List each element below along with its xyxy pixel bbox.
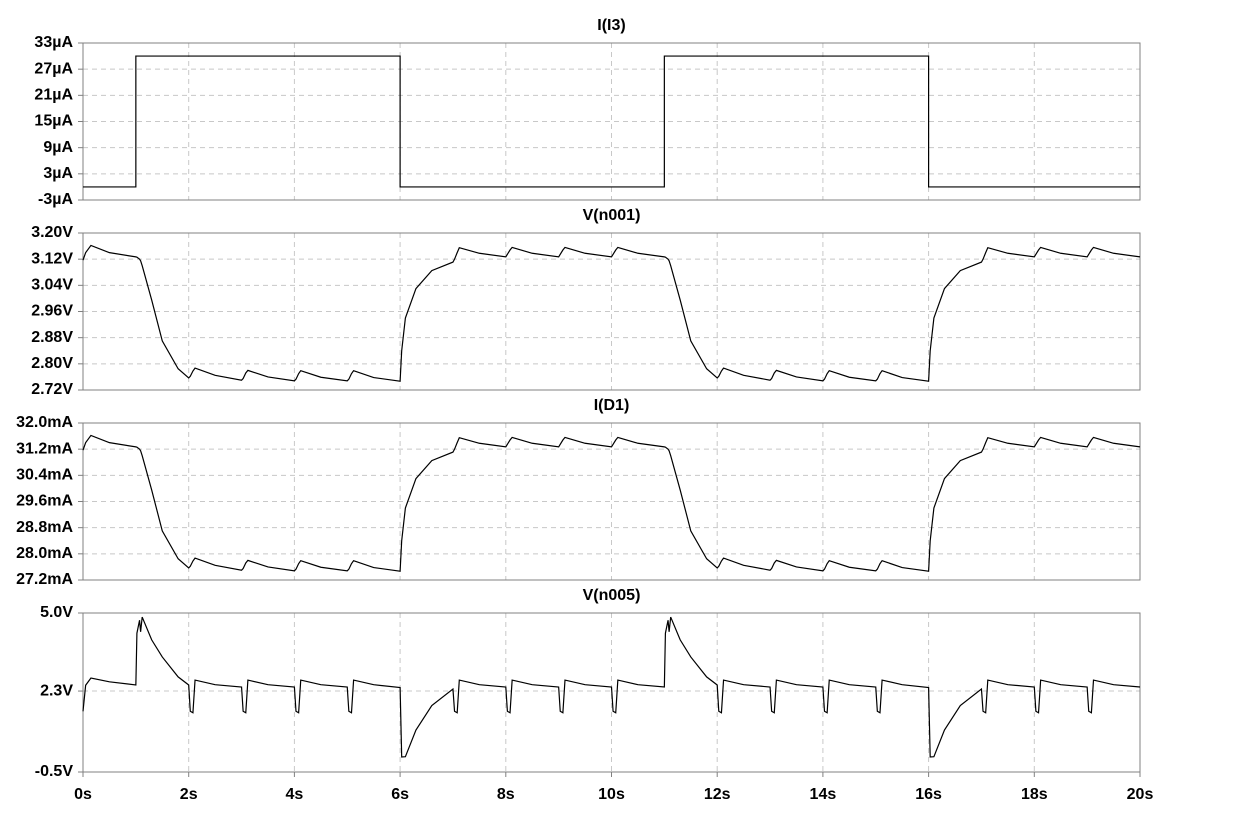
panel-title: I(I3) [597,17,625,34]
y-tick-label: 28.8mA [16,519,73,536]
y-tick-label: 2.3V [40,682,73,699]
x-tick-label: 20s [1127,786,1154,803]
x-tick-label: 2s [180,786,198,803]
y-tick-label: 5.0V [40,604,73,621]
y-tick-label: 29.6mA [16,493,73,510]
y-tick-label: 27.2mA [16,571,73,588]
panel-title: I(D1) [594,397,630,414]
data-line [83,55,1140,188]
y-tick-label: 3.04V [31,277,73,294]
data-line [82,616,1141,758]
y-tick-label: 31.2mA [16,440,73,457]
y-tick-label: 2.72V [31,381,73,398]
x-tick-label: 12s [704,786,731,803]
y-tick-label: 15µA [34,113,73,130]
data-line [82,244,1141,382]
x-tick-label: 16s [915,786,942,803]
y-tick-label: 2.96V [31,303,73,320]
y-tick-label: 27µA [34,60,73,77]
panel-title: V(n005) [583,587,641,604]
y-tick-label: 2.80V [31,355,73,372]
panel-title: V(n001) [583,207,641,224]
y-tick-label: 30.4mA [16,467,73,484]
y-tick-label: 32.0mA [16,414,73,431]
y-tick-label: 3.20V [31,224,73,241]
x-tick-label: 4s [286,786,304,803]
y-tick-label: 21µA [34,87,73,104]
y-tick-label: 3.12V [31,250,73,267]
plot-frame [82,422,1141,581]
data-line [82,434,1141,572]
x-tick-label: 18s [1021,786,1048,803]
y-tick-label: 33µA [34,34,73,51]
y-tick-label: 3µA [43,165,73,182]
x-tick-label: 14s [810,786,837,803]
y-tick-label: 28.0mA [16,545,73,562]
y-tick-label: 9µA [43,139,73,156]
y-tick-label: -3µA [38,191,73,208]
plot-frame [82,232,1141,391]
plot-frame [82,42,1141,201]
x-tick-label: 6s [391,786,409,803]
x-tick-label: 10s [598,786,625,803]
y-tick-label: -0.5V [35,763,74,780]
x-tick-label: 0s [74,786,92,803]
x-tick-label: 8s [497,786,515,803]
y-tick-label: 2.88V [31,329,73,346]
